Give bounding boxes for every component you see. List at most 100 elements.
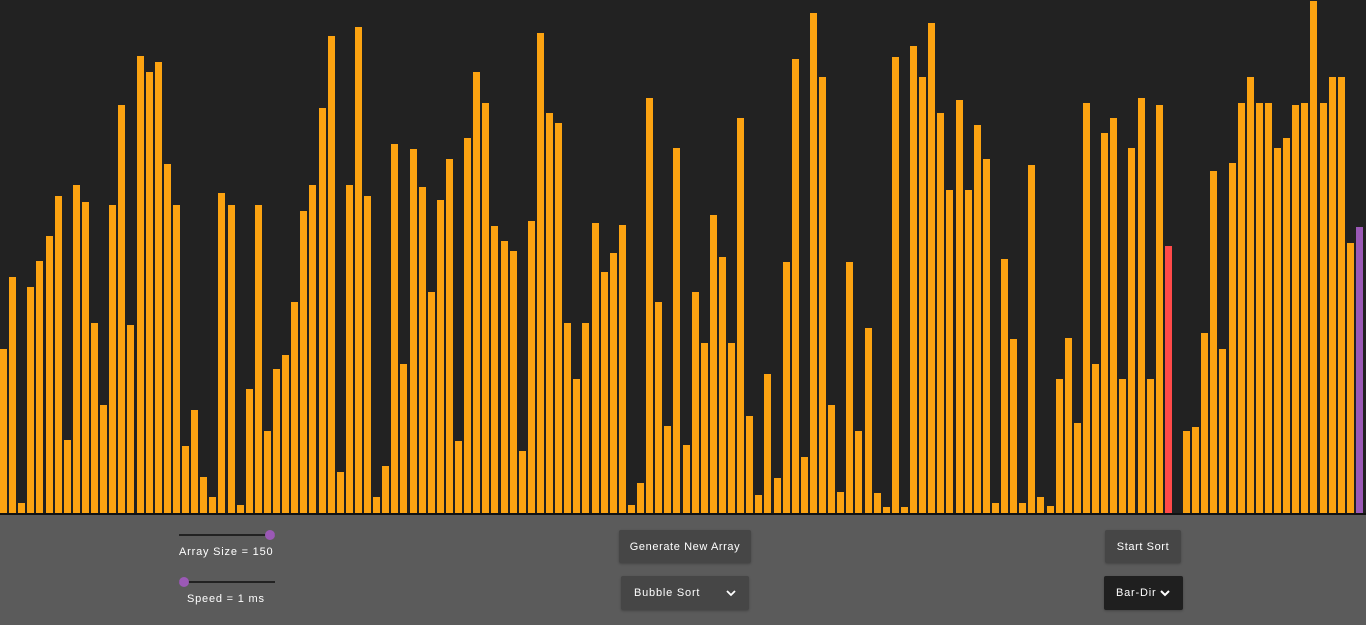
- array-bar: [1055, 379, 1063, 513]
- bar-mode-select-value: Bar-Dir: [1116, 587, 1157, 599]
- bar-mode-select[interactable]: Bar-Dir: [1104, 576, 1183, 610]
- bars-container: [0, 1, 1363, 513]
- array-bar: [646, 98, 654, 513]
- array-bar: [172, 205, 180, 513]
- array-bar: [254, 205, 262, 513]
- array-bar: [482, 103, 490, 513]
- array-bar: [382, 466, 390, 513]
- array-bar: [473, 72, 481, 513]
- array-bar: [564, 323, 572, 513]
- array-bar: [436, 200, 444, 513]
- array-bar: [1301, 103, 1309, 513]
- array-bar: [218, 193, 226, 513]
- array-bar: [809, 13, 817, 513]
- array-bar: [718, 257, 726, 513]
- array-bar: [300, 211, 308, 513]
- array-bar: [63, 440, 71, 513]
- array-bar: [1028, 165, 1036, 513]
- array-bar: [154, 62, 162, 513]
- array-bar: [955, 100, 963, 513]
- array-bar: [345, 185, 353, 513]
- array-bar: [1019, 503, 1027, 513]
- array-bar: [919, 77, 927, 513]
- array-bar: [9, 277, 17, 513]
- array-bar: [236, 505, 244, 513]
- array-bar: [273, 369, 280, 513]
- array-bar: [673, 148, 681, 513]
- array-bar: [700, 343, 708, 513]
- array-bar: [491, 226, 499, 513]
- array-bar: [245, 389, 253, 513]
- speed-slider-thumb[interactable]: [179, 577, 189, 587]
- start-sort-button[interactable]: Start Sort: [1105, 530, 1181, 563]
- array-bar: [54, 196, 62, 513]
- array-bar: [464, 138, 472, 513]
- array-bar: [682, 445, 690, 513]
- array-bar: [327, 36, 335, 513]
- array-bar: [637, 483, 644, 513]
- array-bar: [855, 431, 863, 513]
- generate-new-array-button[interactable]: Generate New Array: [619, 530, 751, 563]
- array-bar: [691, 292, 699, 513]
- array-bar: [982, 159, 990, 513]
- control-panel: Array Size = 150 Speed = 1 ms Generate N…: [0, 515, 1366, 625]
- array-bar: [1292, 105, 1300, 513]
- array-bar: [518, 451, 526, 513]
- array-bar: [764, 374, 772, 513]
- array-bar: [27, 287, 35, 513]
- array-bar: [200, 477, 208, 513]
- array-bar: [1283, 138, 1291, 513]
- array-bar: [1073, 423, 1081, 513]
- array-bar: [36, 261, 44, 513]
- array-bar: [1255, 103, 1263, 513]
- array-bar: [964, 190, 972, 513]
- speed-slider[interactable]: [179, 576, 277, 588]
- array-bar: [127, 325, 135, 513]
- array-bar: [1064, 338, 1072, 513]
- array-bar: [263, 431, 271, 513]
- array-bar: [1219, 349, 1227, 513]
- array-size-slider-track[interactable]: [179, 534, 275, 536]
- array-bar: [946, 190, 954, 513]
- array-bar: [709, 215, 717, 513]
- algorithm-select[interactable]: Bubble Sort: [621, 576, 749, 610]
- array-bar: [991, 503, 999, 513]
- bar-visualizer: [0, 1, 1363, 513]
- array-size-slider-thumb[interactable]: [265, 530, 275, 540]
- array-bar: [582, 323, 590, 513]
- array-bar: [1210, 171, 1218, 513]
- array-bar: [618, 225, 626, 513]
- array-bar: [527, 221, 535, 513]
- array-bar: [1264, 103, 1272, 513]
- array-bar: [900, 507, 908, 513]
- array-bar: [655, 302, 663, 513]
- array-bar: [427, 292, 435, 513]
- array-bar: [1228, 163, 1236, 513]
- array-bar: [318, 108, 326, 513]
- chevron-down-icon: [726, 590, 736, 597]
- speed-label: Speed = 1 ms: [187, 593, 265, 605]
- array-size-label: Array Size = 150: [179, 546, 274, 558]
- array-bar: [882, 507, 890, 513]
- array-bar: [1328, 77, 1336, 513]
- array-bar: [1246, 77, 1254, 513]
- speed-slider-track[interactable]: [179, 581, 275, 583]
- array-bar: [445, 159, 453, 513]
- array-bar: [45, 236, 53, 513]
- array-bar: [391, 144, 399, 513]
- array-bar: [309, 185, 317, 513]
- array-bar: [791, 59, 799, 513]
- array-bar: [72, 185, 80, 513]
- array-bar: [1101, 133, 1109, 513]
- array-bar: [1001, 259, 1008, 513]
- array-bar: [191, 410, 199, 513]
- array-bar: [755, 495, 763, 513]
- array-bar: [873, 493, 881, 513]
- array-size-slider[interactable]: [179, 529, 277, 541]
- array-bar: [664, 426, 672, 513]
- array-bar: [973, 125, 981, 513]
- array-bar: [336, 472, 344, 513]
- array-bar: [0, 349, 7, 513]
- array-bar: [627, 505, 635, 513]
- array-bar: [536, 33, 544, 513]
